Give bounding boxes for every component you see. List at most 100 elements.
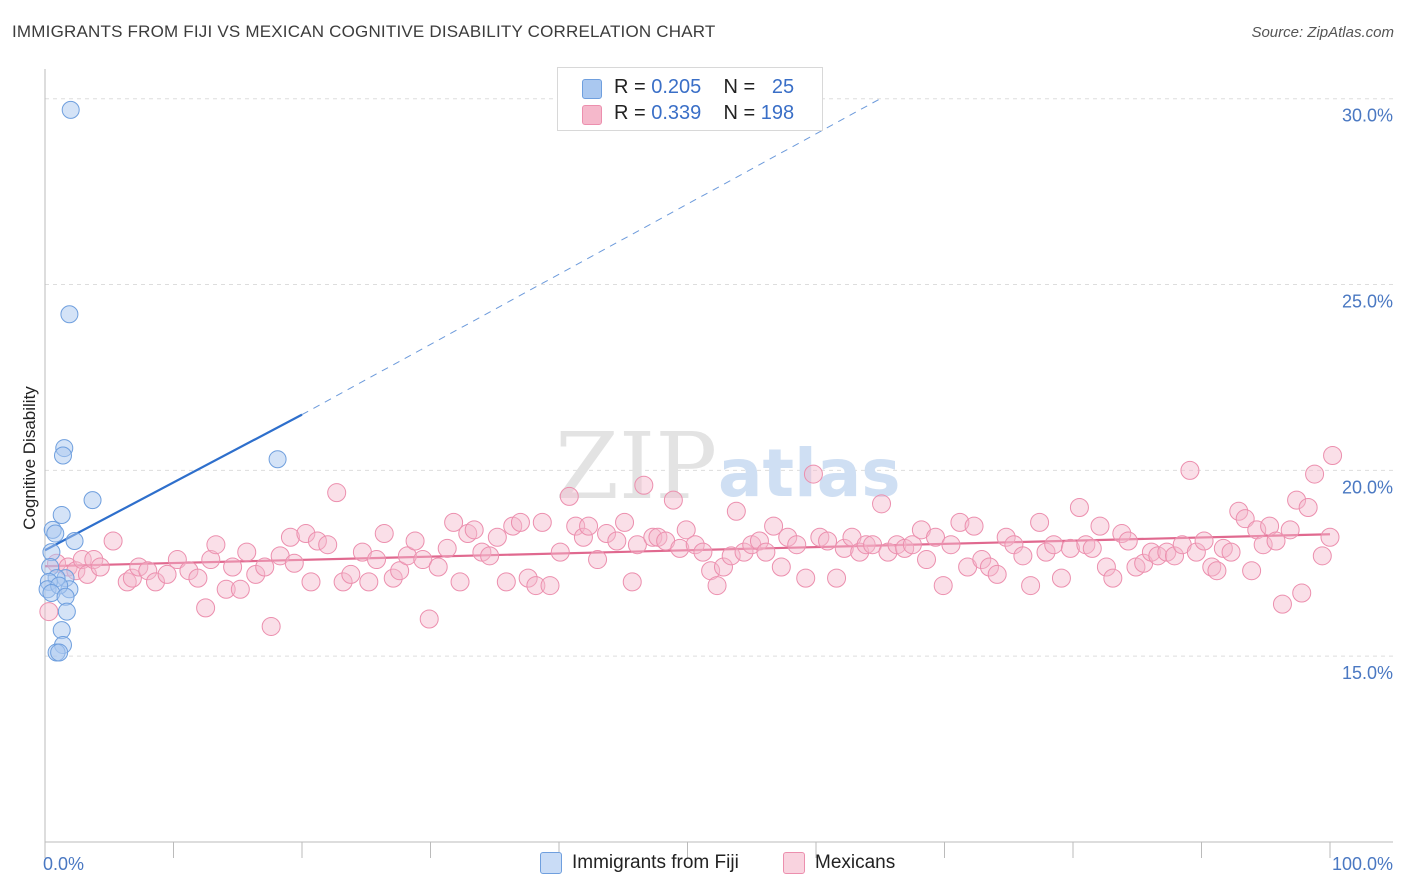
fiji-point	[50, 643, 69, 662]
source-label: Source: ZipAtlas.com	[1251, 24, 1394, 41]
mexicans-point	[1292, 583, 1312, 603]
mexicans-point	[230, 579, 250, 599]
mexicans-point	[933, 576, 953, 596]
x-tick-label: 0.0%	[43, 854, 84, 874]
mexicans-point	[450, 572, 470, 592]
mexicans-point	[216, 579, 236, 599]
mexicans-point	[487, 527, 507, 547]
fiji-point	[52, 621, 71, 640]
mexicans-point	[1272, 594, 1292, 614]
mexicans-point	[480, 546, 500, 566]
legend-r-value-mexicans: 0.339	[651, 102, 702, 124]
mexicans-point	[496, 572, 516, 592]
fiji-point	[42, 543, 61, 562]
mexicans-point	[597, 524, 617, 544]
bottom-legend-fiji-label: Immigrants from Fiji	[572, 852, 739, 873]
mexicans-point	[803, 464, 823, 484]
mexicans-point	[1141, 542, 1161, 562]
mexicans-point	[458, 524, 478, 544]
y-axis-title: Cognitive Disability	[20, 386, 39, 530]
mexicans-point	[188, 568, 208, 588]
mexicans-point	[579, 516, 599, 536]
mexicans-point	[413, 550, 433, 570]
mexicans-point	[390, 561, 410, 581]
fiji-point	[46, 524, 65, 543]
x-tick-label: 100.0%	[1332, 854, 1393, 874]
mexicans-point	[1320, 527, 1340, 547]
mexicans-points	[39, 446, 1343, 636]
mexicans-point	[818, 531, 838, 551]
fiji-point	[57, 602, 76, 621]
mexicans-point	[374, 524, 394, 544]
mexicans-point	[987, 564, 1007, 584]
legend-n-value-fiji: 25	[771, 76, 795, 98]
y-tick-label: 25.0%	[1342, 292, 1393, 312]
mexicans-point	[201, 550, 221, 570]
mexicans-point	[1044, 535, 1064, 555]
mexicans-point	[713, 557, 733, 577]
mexicans-point	[1013, 546, 1033, 566]
mexicans-point	[1207, 561, 1227, 581]
mexicans-point	[138, 561, 158, 581]
mexicans-point	[872, 494, 892, 514]
mexicans-point	[1287, 490, 1307, 510]
mexicans-point	[284, 553, 304, 573]
mexicans-point	[1103, 568, 1123, 588]
mexicans-point	[1280, 520, 1300, 540]
fiji-point	[56, 587, 75, 606]
mexicans-point	[90, 557, 110, 577]
mexicans-point	[167, 550, 187, 570]
mexicans-point	[1180, 460, 1200, 480]
mexicans-point	[296, 524, 316, 544]
mexicans-point	[157, 564, 177, 584]
mexicans-point	[1194, 531, 1214, 551]
mexicans-point	[950, 512, 970, 532]
mexicans-point	[437, 538, 457, 558]
mexicans-point	[383, 568, 403, 588]
mexicans-point	[1266, 531, 1286, 551]
mexicans-point	[917, 550, 937, 570]
mexicans-point	[863, 535, 883, 555]
mexicans-point	[84, 550, 104, 570]
mexicans-point	[318, 535, 338, 555]
mexicans-point	[122, 568, 142, 588]
mexicans-point	[693, 542, 713, 562]
mexicans-point	[1030, 512, 1050, 532]
mexicans-point	[1112, 524, 1132, 544]
mexicans-point	[526, 576, 546, 596]
mexicans-point	[856, 535, 876, 555]
mexicans-point	[301, 572, 321, 592]
stats-legend: R = 0.205 N = 25 R = 0.339 N = 198	[557, 67, 823, 131]
mexicans-point	[764, 516, 784, 536]
mexicans-point	[419, 609, 439, 629]
mexicans-point	[550, 542, 570, 562]
fiji-point	[65, 531, 84, 550]
bottom-swatch-mexicans	[783, 852, 805, 874]
mexicans-point	[1298, 498, 1318, 518]
mexicans-point	[1165, 546, 1185, 566]
mexicans-point	[39, 602, 59, 622]
axes	[44, 69, 1393, 858]
mexicans-point	[518, 568, 538, 588]
mexicans-point	[359, 572, 379, 592]
mexicans-point	[734, 542, 754, 562]
y-tick-label: 15.0%	[1342, 663, 1393, 683]
mexicans-point	[1082, 538, 1102, 558]
mexicans-point	[1229, 501, 1249, 521]
fiji-points	[38, 100, 287, 662]
mexicans-point	[685, 535, 705, 555]
mexicans-point	[255, 557, 275, 577]
mexicans-point	[1242, 561, 1262, 581]
mexicans-point	[237, 542, 257, 562]
legend-n-label: N =	[723, 76, 761, 98]
mexicans-point	[787, 535, 807, 555]
legend-n-value-mexicans: 198	[760, 102, 795, 124]
mexicans-point	[307, 531, 327, 551]
mexicans-point	[559, 486, 579, 506]
mexicans-point	[902, 535, 922, 555]
mexicans-point	[670, 538, 690, 558]
legend-r-value-fiji: 0.205	[651, 76, 702, 98]
mexicans-point	[663, 490, 683, 510]
mexicans-point	[223, 557, 243, 577]
